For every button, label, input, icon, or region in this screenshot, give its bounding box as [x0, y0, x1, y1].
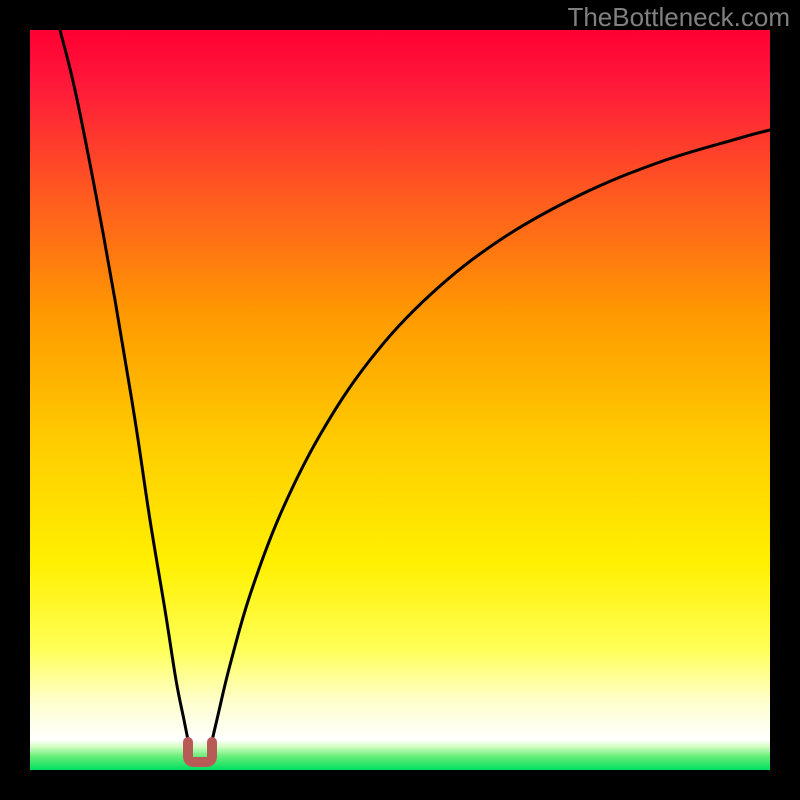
- notch-marker: [188, 742, 212, 762]
- chart-svg: [0, 0, 800, 800]
- curve-left-branch: [60, 30, 189, 745]
- chart-stage: TheBottleneck.com: [0, 0, 800, 800]
- curve-right-branch: [211, 130, 770, 745]
- watermark-text: TheBottleneck.com: [567, 2, 790, 33]
